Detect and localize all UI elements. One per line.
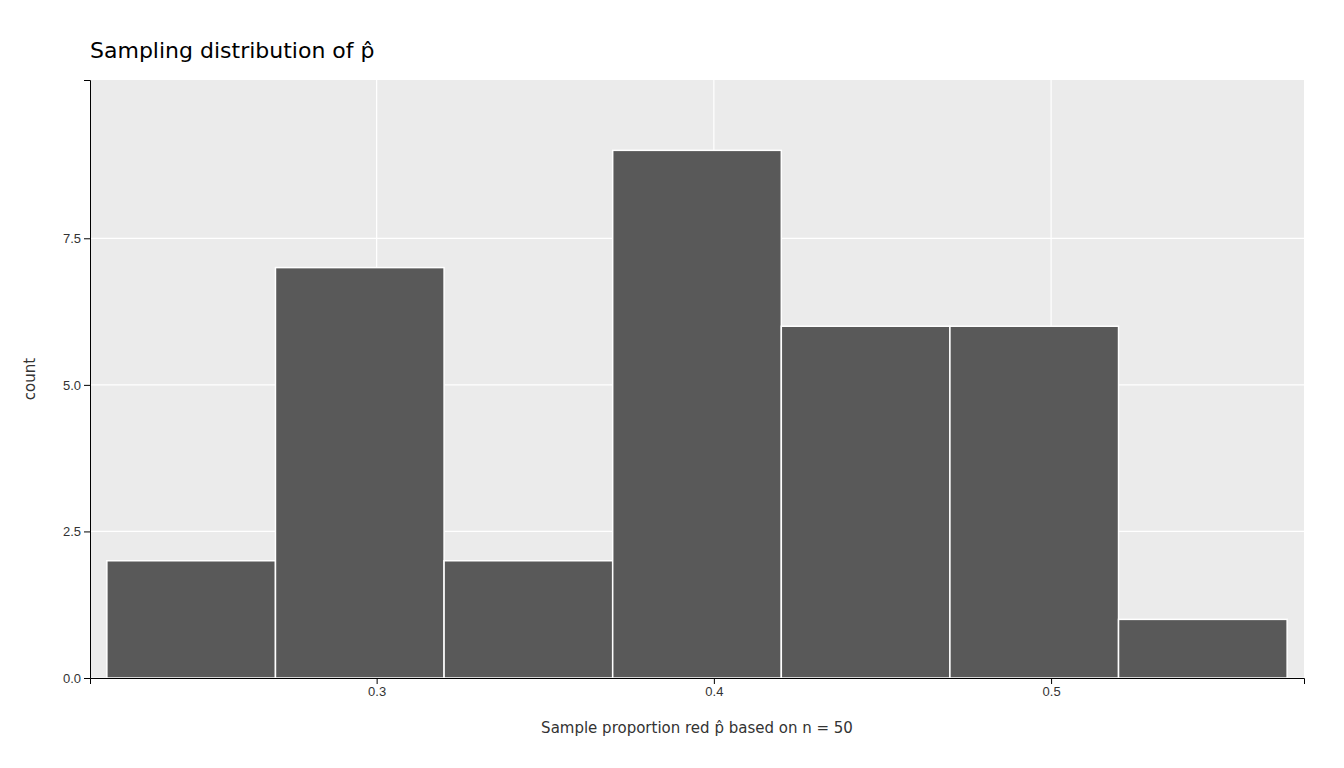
y-tick-mark: [84, 238, 90, 239]
histogram-bar: [950, 326, 1119, 678]
x-tick-mark: [1051, 678, 1052, 684]
y-tick-label: 5.0: [63, 378, 81, 393]
x-axis-line: [91, 679, 1305, 685]
chart-title: Sampling distribution of p̂: [90, 38, 375, 63]
x-tick: 0.5: [1043, 678, 1061, 699]
x-axis-title: Sample proportion red p̂ based on n = 50: [541, 719, 853, 737]
x-tick-label: 0.4: [705, 684, 723, 699]
y-tick: 7.5: [63, 231, 90, 246]
x-tick-mark: [377, 678, 378, 684]
y-axis-line: [84, 81, 91, 679]
x-tick: 0.4: [705, 678, 723, 699]
x-tick-label: 0.3: [368, 684, 386, 699]
plot: 0.3 0.4 0.5 0.0 2.5 5.0 7.5: [63, 80, 1305, 699]
x-axis: 0.3 0.4 0.5: [91, 678, 1305, 699]
y-tick-label: 7.5: [63, 231, 81, 246]
y-axis: 0.0 2.5 5.0 7.5: [63, 81, 91, 686]
histogram-bar: [444, 561, 613, 678]
y-tick-mark: [84, 678, 90, 679]
plot-background: [90, 80, 1304, 678]
x-tick-mark: [714, 678, 715, 684]
bars: [107, 150, 1287, 678]
y-tick-label: 0.0: [63, 671, 81, 686]
histogram-bar: [275, 268, 444, 678]
y-tick: 2.5: [63, 524, 90, 539]
histogram-bar: [613, 150, 782, 678]
grid: [90, 80, 1304, 678]
y-tick-mark: [84, 385, 90, 386]
x-tick: 0.3: [368, 678, 386, 699]
histogram-bar: [781, 326, 950, 678]
y-tick-mark: [84, 531, 90, 532]
histogram-bar: [107, 561, 276, 678]
y-axis-title: count: [21, 358, 39, 400]
y-tick-label: 2.5: [63, 524, 81, 539]
x-tick-label: 0.5: [1043, 684, 1061, 699]
histogram-bar: [1119, 619, 1288, 678]
chart: 0.3 0.4 0.5 0.0 2.5 5.0 7.5 Sampling distributi…: [0, 0, 1344, 768]
y-tick: 5.0: [63, 378, 90, 393]
y-tick: 0.0: [63, 671, 90, 686]
